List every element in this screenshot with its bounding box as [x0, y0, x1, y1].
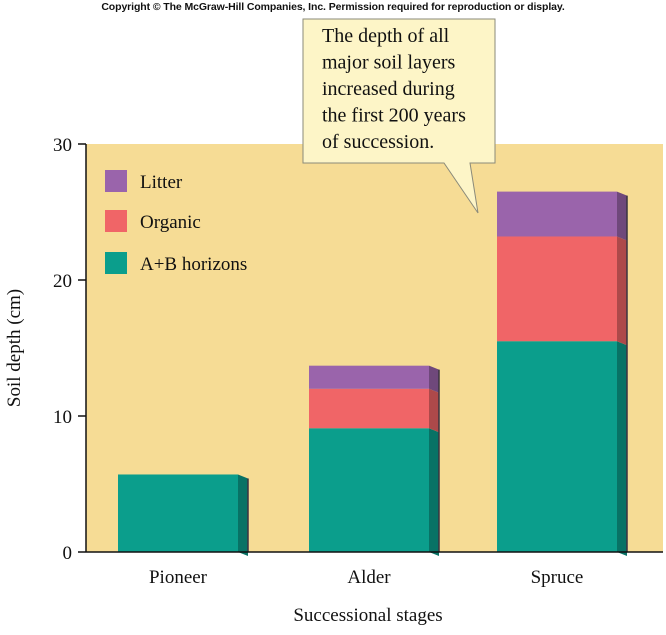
callout-text-line-5: of succession.: [322, 131, 434, 153]
annotation-callout: The depth of all major soil layers increas…: [302, 18, 496, 214]
y-axis-label: Soil depth (cm): [4, 289, 25, 407]
y-tick-label-0: 0: [63, 543, 73, 564]
x-tick-label-spruce: Spruce: [531, 567, 584, 588]
legend-label-a-b-horizons: A+B horizons: [140, 254, 247, 275]
bar-alder-a-b-horizons: [309, 428, 429, 552]
bar-side-spruce-litter: [617, 191, 627, 241]
legend: Litter Organic A+B horizons: [105, 170, 247, 275]
bar-spruce-a-b-horizons: [497, 341, 617, 552]
bar-spruce-organic: [497, 236, 617, 342]
legend-swatch-organic: [105, 210, 127, 232]
bar-alder-organic: [309, 388, 429, 429]
callout-bubble: [302, 18, 496, 214]
legend-label-litter: Litter: [140, 172, 183, 193]
axes-group: 0 10 20 30 Pioneer Alder Spruce: [53, 135, 663, 588]
y-tick-label-20: 20: [53, 271, 72, 292]
y-tick-label-10: 10: [53, 407, 72, 428]
bar-side-spruce-organic: [617, 236, 627, 346]
x-tick-label-pioneer: Pioneer: [149, 567, 208, 588]
copyright-notice: Copyright © The McGraw-Hill Companies, I…: [101, 1, 565, 13]
bar-side-alder-a-b-horizons: [429, 428, 439, 556]
callout-text-line-4: the first 200 years: [322, 105, 466, 127]
y-tick-label-30: 30: [53, 135, 72, 156]
bar-alder-litter: [309, 365, 429, 389]
bar-side-spruce-a-b-horizons: [617, 341, 627, 556]
legend-label-organic: Organic: [140, 212, 201, 233]
legend-swatch-litter: [105, 170, 127, 192]
x-tick-label-alder: Alder: [347, 567, 391, 588]
callout-text-line-1: The depth of all: [322, 25, 450, 47]
bars-group: [118, 191, 628, 556]
bar-side-alder-organic: [429, 388, 439, 433]
bar-side-pioneer-a-b-horizons: [238, 474, 248, 556]
callout-text-line-2: major soil layers: [322, 52, 456, 74]
bar-side-alder-litter: [429, 365, 439, 393]
callout-text-line-3: increased during: [322, 78, 455, 100]
bar-pioneer-a-b-horizons: [118, 474, 238, 552]
bar-spruce-litter: [497, 191, 617, 237]
x-axis-label: Successional stages: [293, 605, 442, 626]
legend-swatch-a-b-horizons: [105, 252, 127, 274]
